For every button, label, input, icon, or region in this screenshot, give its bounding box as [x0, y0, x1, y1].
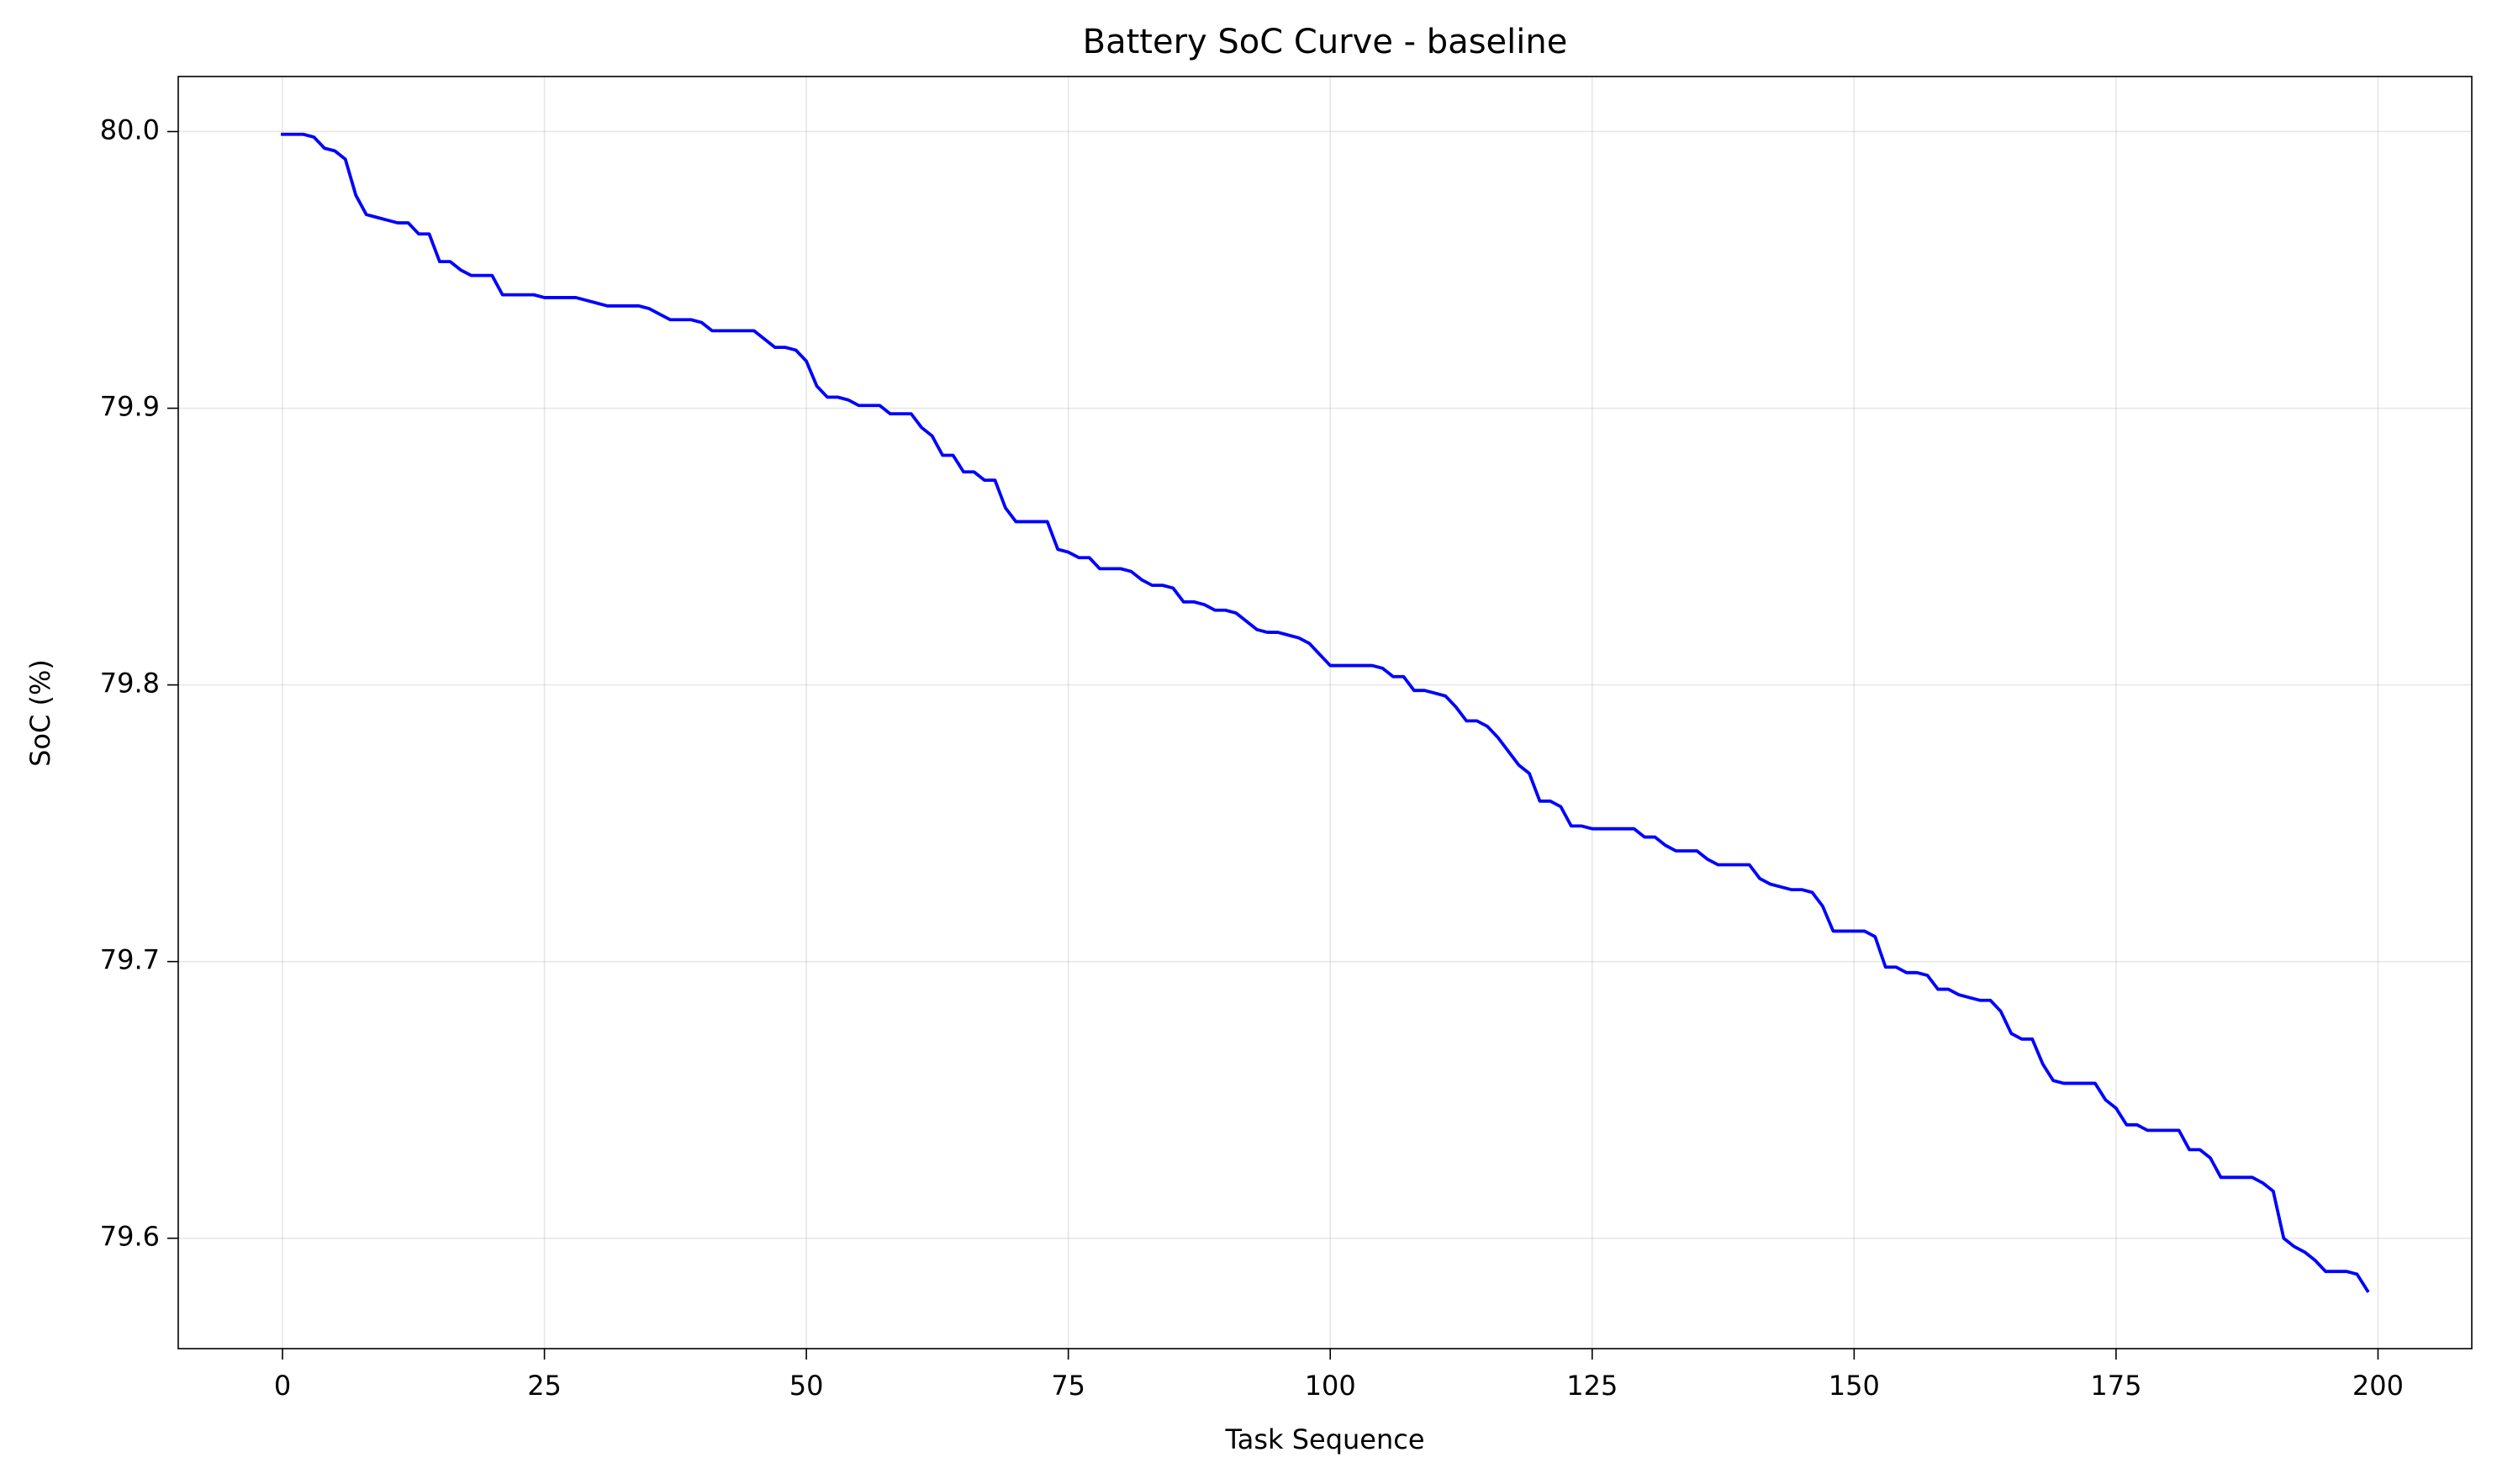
y-axis-label: SoC (%) [24, 659, 56, 767]
line [281, 132, 2370, 1293]
y-tick-label: 79.6 [100, 1221, 160, 1253]
x-tick-label: 200 [2352, 1370, 2404, 1402]
x-axis-label: Task Sequence [1224, 1423, 1424, 1455]
plot-frame [177, 76, 2473, 1349]
x-tick-label: 150 [1829, 1370, 1880, 1402]
x-tick-label: 125 [1566, 1370, 1618, 1402]
x-tick-label: 175 [2090, 1370, 2141, 1402]
y-tick-label: 79.8 [100, 668, 160, 700]
x-tick-label: 25 [527, 1370, 562, 1402]
y-tick-label: 79.7 [100, 944, 160, 976]
y-tick-label: 80.0 [100, 114, 160, 145]
x-tick-label: 100 [1305, 1370, 1356, 1402]
x-tick-label: 75 [1051, 1370, 1085, 1402]
x-tick-label: 50 [789, 1370, 824, 1402]
y-tick-label: 79.9 [100, 391, 160, 423]
chart-title: Battery SoC Curve - baseline [1083, 23, 1568, 61]
x-tick-label: 0 [274, 1370, 291, 1402]
